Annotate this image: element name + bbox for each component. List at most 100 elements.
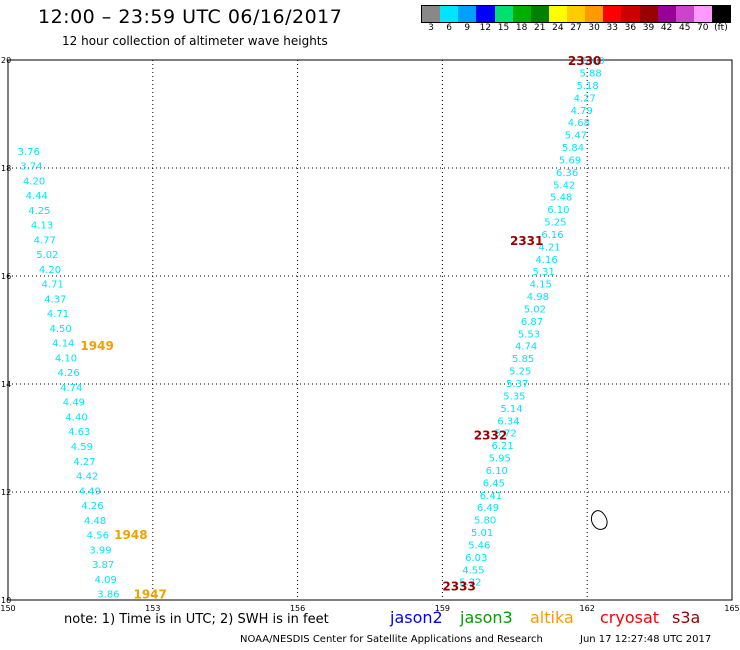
wave-height-value: 4.42 (76, 472, 98, 483)
wave-height-value: 4.09 (95, 575, 117, 586)
pass-time-label: 1949 (80, 339, 113, 353)
wave-height-value: 3.76 (18, 147, 40, 158)
pass-time-label: 1947 (133, 588, 166, 602)
lat-tick-label: 16 (1, 272, 11, 281)
color-scale-label: 18 (515, 23, 528, 33)
wave-height-value: 4.27 (574, 93, 596, 104)
wave-height-value: 6.87 (521, 317, 543, 328)
color-swatch (567, 6, 586, 22)
wave-height-value: 6.10 (486, 466, 508, 477)
wave-height-value: 4.48 (84, 516, 106, 527)
color-scale-label: 39 (642, 23, 655, 33)
wave-height-value: 5.37 (506, 379, 528, 390)
wave-height-value: 4.98 (527, 292, 549, 303)
wave-height-value: 4.16 (535, 255, 557, 266)
color-swatch (639, 6, 658, 22)
satellite-legend-s3a: s3a (672, 608, 701, 627)
wave-height-value: 4.49 (63, 398, 85, 409)
wave-height-value: 4.10 (55, 353, 77, 364)
color-scale-label: 33 (606, 23, 618, 33)
wave-height-value: 6.49 (477, 503, 499, 514)
wave-height-value: 4.79 (571, 106, 593, 117)
wave-height-value: 5.80 (474, 516, 496, 527)
pass-time-label: 2332 (474, 428, 507, 442)
wave-height-value: 4.15 (530, 280, 552, 291)
wave-height-value: 5.72 (494, 429, 516, 440)
wave-height-value: 4.68 (568, 118, 590, 129)
wave-height-value: 4.44 (26, 191, 48, 202)
units-note: note: 1) Time is in UTC; 2) SWH is in fe… (64, 612, 329, 627)
wave-height-value: 4.20 (23, 176, 45, 187)
color-swatch (512, 6, 531, 22)
color-swatch (458, 6, 477, 22)
wave-height-value: 5.31 (533, 267, 555, 278)
wave-height-value: 4.26 (81, 501, 103, 512)
page-title: 12:00 – 23:59 UTC 06/16/2017 (38, 6, 343, 28)
wave-height-value: 5.22 (459, 578, 481, 589)
wave-height-value: 3.74 (20, 162, 42, 173)
pass-time-label: 1948 (114, 528, 147, 542)
color-swatch (675, 6, 694, 22)
wave-height-value: 6.16 (541, 230, 563, 241)
lat-tick-label: 20 (1, 56, 11, 65)
satellite-legend-jason3: jason3 (460, 608, 513, 627)
lon-tick-label: 159 (435, 604, 450, 613)
wave-height-value: 5.47 (565, 131, 587, 142)
color-scale-label: 12 (479, 23, 492, 33)
pass-time-label: 2331 (510, 234, 543, 248)
wave-height-value: 4.71 (47, 309, 69, 320)
color-scale-label: 9 (464, 23, 471, 33)
color-swatch (585, 6, 604, 22)
wave-height-value: 5.46 (468, 540, 490, 551)
color-swatch (422, 6, 441, 22)
map-frame (7, 59, 733, 601)
lon-tick-label: 156 (290, 604, 305, 613)
lon-tick-label: 162 (580, 604, 595, 613)
wave-height-value: 5.42 (553, 180, 575, 191)
wave-height-value: 5.84 (562, 143, 584, 154)
satellite-legend-altika: altika (530, 608, 574, 627)
wave-height-value: 4.40 (65, 412, 87, 423)
wave-height-value: 4.50 (50, 324, 72, 335)
wave-height-value: 5.02 (524, 304, 546, 315)
lon-tick-label: 153 (145, 604, 160, 613)
wave-height-value: 4.13 (31, 221, 53, 232)
footer-credit: NOAA/NESDIS Center for Satellite Applica… (240, 634, 543, 645)
wave-height-value: 5.85 (512, 354, 534, 365)
wave-height-value: 4.63 (68, 427, 90, 438)
wave-height-value: 5.02 (36, 250, 58, 261)
satellite-legend-jason2: jason2 (390, 608, 443, 627)
color-swatch (621, 6, 640, 22)
wave-height-value: 5.35 (503, 391, 525, 402)
wave-height-value: 4.14 (52, 339, 74, 350)
color-scale-label: (ft) (714, 23, 728, 33)
wave-height-value: 4.71 (42, 280, 64, 291)
color-scale-label: 21 (534, 23, 546, 33)
wave-height-value: 4.26 (57, 368, 79, 379)
color-scale-label: 30 (588, 23, 600, 33)
color-swatch (548, 6, 567, 22)
wave-height-value: 5.60 (582, 56, 604, 67)
color-swatch (476, 6, 495, 22)
wave-height-value: 4.59 (71, 442, 93, 453)
color-swatch (440, 6, 459, 22)
wave-height-value: 4.27 (73, 457, 95, 468)
wave-height-value: 6.36 (556, 168, 578, 179)
wave-height-value: 5.25 (509, 367, 531, 378)
lat-tick-label: 18 (1, 164, 11, 173)
color-scale-label: 6 (446, 23, 453, 33)
wave-height-value: 4.37 (44, 294, 66, 305)
lat-tick-label: 10 (1, 596, 11, 605)
wave-height-value: 5.25 (544, 218, 566, 229)
color-swatch (712, 6, 731, 22)
wave-height-value: 6.10 (547, 205, 569, 216)
wave-height-value: 4.56 (87, 531, 109, 542)
color-scale-label: 3 (428, 23, 434, 33)
wave-height-value: 3.87 (92, 560, 114, 571)
color-swatch (530, 6, 549, 22)
color-scale-label: 27 (570, 23, 582, 33)
island-coastline (590, 510, 608, 530)
color-swatch (603, 6, 622, 22)
color-scale-bar (421, 5, 731, 23)
